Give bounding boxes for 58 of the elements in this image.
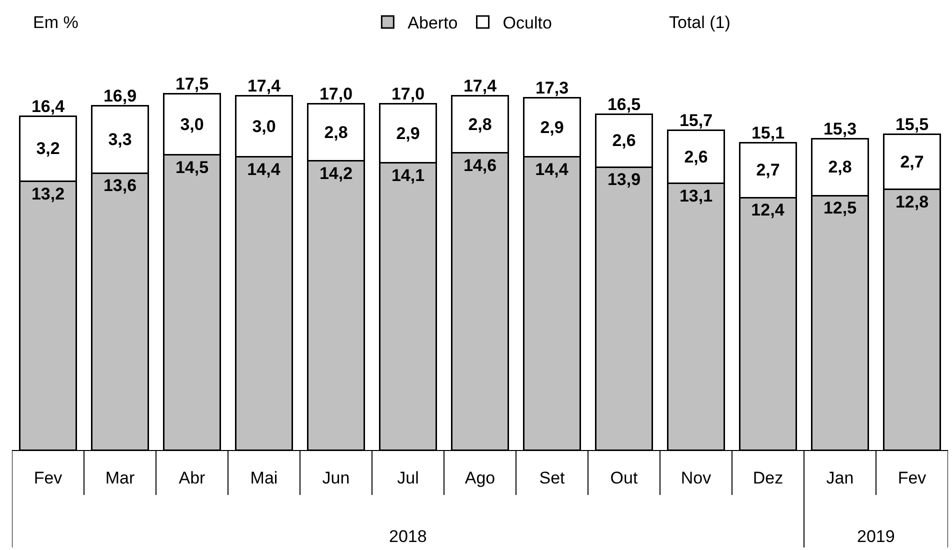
data-label: 14,5 bbox=[175, 158, 209, 177]
data-label: 2,7 bbox=[900, 152, 924, 172]
text: 2018 bbox=[389, 527, 427, 546]
legend-label: Oculto bbox=[502, 14, 552, 33]
data-label: 13,6 bbox=[103, 176, 137, 196]
data-label: 12,4 bbox=[751, 200, 785, 220]
text: Total (1) bbox=[669, 13, 730, 32]
data-label: 12,5 bbox=[823, 198, 857, 218]
x-tick-label: Set bbox=[539, 468, 566, 488]
x-tick-label: Dez bbox=[752, 468, 784, 488]
data-label: 12,8 bbox=[895, 192, 929, 212]
data-label: 14,4 bbox=[247, 160, 281, 179]
total-label: 17,5 bbox=[175, 74, 209, 94]
data-label: 2,7 bbox=[756, 160, 780, 180]
data-label: 13,2 bbox=[31, 184, 65, 204]
total-label: 15,5 bbox=[895, 115, 929, 134]
x-tick-label: Jul bbox=[397, 468, 419, 488]
x-tick-label: Jan bbox=[826, 468, 854, 488]
total-label: 15,3 bbox=[823, 119, 857, 138]
data-label: 3,3 bbox=[108, 130, 132, 150]
data-label: 2,6 bbox=[612, 131, 636, 150]
data-label: 14,6 bbox=[463, 156, 497, 175]
y-axis-title: Em % bbox=[33, 13, 78, 32]
legend-label: Aberto bbox=[408, 14, 458, 33]
x-tick-label: Mai bbox=[250, 468, 278, 488]
total-label: 16,9 bbox=[103, 86, 137, 106]
data-label: 2,6 bbox=[684, 147, 708, 166]
data-label: 14,1 bbox=[391, 166, 425, 185]
data-label: 2,9 bbox=[540, 118, 564, 137]
data-label: 14,4 bbox=[535, 160, 569, 179]
data-label: 3,0 bbox=[180, 114, 204, 134]
data-label: 2,9 bbox=[396, 124, 420, 143]
total-label: 17,3 bbox=[535, 78, 569, 98]
x-tick-label: Jun bbox=[322, 468, 350, 488]
total-label: 17,0 bbox=[319, 84, 353, 104]
x-tick-label: Fev bbox=[34, 468, 63, 488]
total-label: 17,0 bbox=[391, 84, 425, 104]
data-label: 2,8 bbox=[468, 114, 492, 134]
total-label: 15,1 bbox=[751, 123, 785, 142]
x-tick-label: Ago bbox=[464, 468, 496, 488]
data-label: 14,2 bbox=[319, 164, 353, 183]
data-label: 13,1 bbox=[679, 186, 713, 206]
x-tick-label: Abr bbox=[178, 468, 206, 488]
total-label: 17,4 bbox=[247, 76, 282, 96]
text: 2019 bbox=[857, 527, 895, 546]
x-tick-label: Fev bbox=[898, 468, 927, 488]
x-tick-label: Mar bbox=[105, 468, 135, 488]
total-label: 16,5 bbox=[607, 94, 641, 114]
total-label: 16,4 bbox=[31, 96, 66, 116]
data-label: 3,2 bbox=[36, 139, 60, 158]
total-label: 15,7 bbox=[679, 111, 713, 130]
data-label: 13,9 bbox=[607, 170, 641, 190]
x-tick-label: Out bbox=[610, 468, 638, 488]
total-label: 17,4 bbox=[463, 76, 498, 96]
data-label: 3,0 bbox=[252, 116, 276, 136]
data-label: 2,8 bbox=[324, 122, 348, 142]
x-tick-label: Nov bbox=[680, 468, 712, 488]
data-label: 2,8 bbox=[828, 158, 852, 177]
